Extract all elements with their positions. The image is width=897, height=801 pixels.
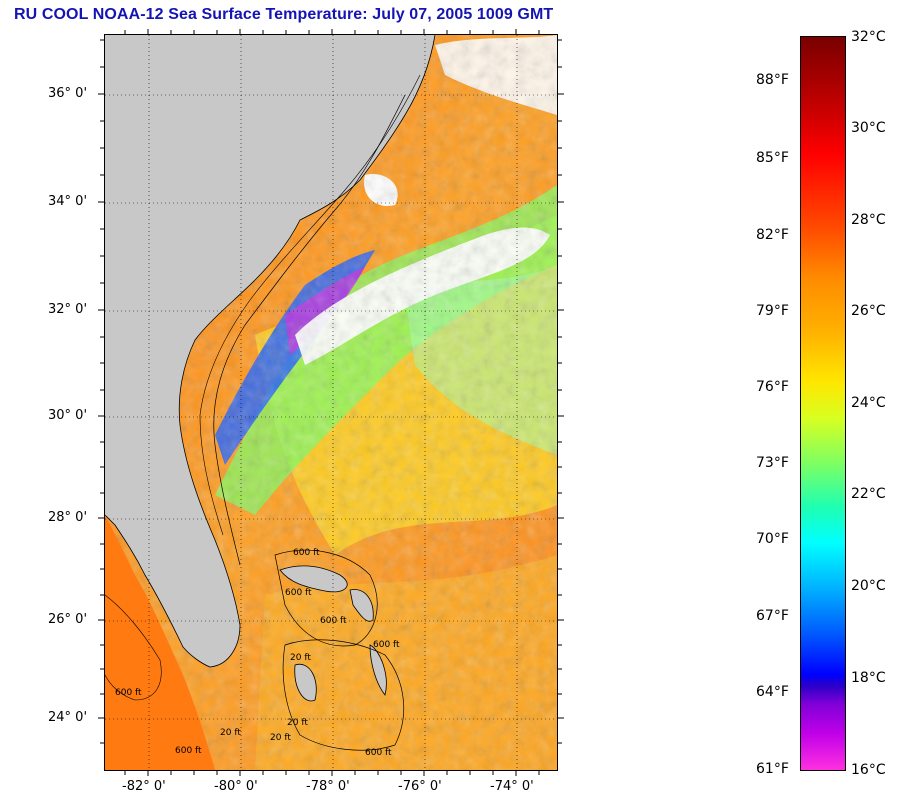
colorbar-fahrenheit-label: 73°F [756,455,789,471]
contour-label: 600 ft [175,746,202,756]
sst-map: 600 ft 600 ft 20 ft 600 ft 20 ft 600 ft … [104,34,558,771]
contour-label: 20 ft [287,718,308,728]
longitude-label: -74° 0' [490,779,534,794]
colorbar-celsius-label: 20°C [851,578,886,594]
colorbar-fahrenheit-label: 82°F [756,227,789,243]
colorbar-celsius-label: 24°C [851,395,886,411]
bahamas-island-grand [279,565,348,593]
colorbar-celsius-label: 16°C [851,762,886,778]
colorbar-fahrenheit-label: 61°F [756,761,789,777]
figure-title: RU COOL NOAA-12 Sea Surface Temperature:… [14,6,554,23]
contour-label: 600 ft [285,588,312,598]
longitude-label: -82° 0' [122,779,166,794]
colorbar-fahrenheit-label: 79°F [756,303,789,319]
colorbar-fahrenheit-label: 64°F [756,684,789,700]
longitude-label: -76° 0' [398,779,442,794]
latitude-label: 30° 0' [48,408,88,423]
contour-label: 600 ft [320,616,347,626]
latitude-label: 34° 0' [48,194,88,209]
colorbar-celsius-label: 30°C [851,120,886,136]
gulf-of-mexico-water [105,460,215,770]
colorbar-celsius-label: 22°C [851,486,886,502]
bahamas-island-abaco [349,589,374,622]
contour-label: 600 ft [293,548,320,558]
colorbar-celsius-label: 18°C [851,670,886,686]
longitude-label: -78° 0' [306,779,350,794]
longitude-label: -80° 0' [214,779,258,794]
latitude-label: 32° 0' [48,302,88,317]
graticule [105,35,557,770]
coastline [105,35,436,668]
contour-label: 20 ft [220,728,241,738]
contour-bahamas-south [282,639,405,751]
contour-20ft-shelf [199,74,421,536]
contour-gulf [105,594,162,701]
contour-label: 600 ft [365,748,392,758]
colorbar-fahrenheit-label: 70°F [756,531,789,547]
bahamas-island-andros [294,663,317,702]
colorbar-fahrenheit-label: 67°F [756,608,789,624]
latitude-label: 24° 0' [48,710,88,725]
latitude-label: 28° 0' [48,510,88,525]
contour-label: 600 ft [373,640,400,650]
temperature-colorbar [800,36,846,771]
contour-600ft-shelf [213,94,406,566]
contour-label: 20 ft [270,733,291,743]
contour-label: 600 ft [115,688,142,698]
colorbar-fahrenheit-label: 85°F [756,150,789,166]
colorbar-celsius-label: 28°C [851,212,886,228]
latitude-label: 26° 0' [48,612,88,627]
contour-label: 20 ft [290,653,311,663]
colorbar-celsius-label: 32°C [851,29,886,45]
colorbar-celsius-label: 26°C [851,303,886,319]
colorbar-fahrenheit-label: 76°F [756,379,789,395]
latitude-label: 36° 0' [48,86,88,101]
bahamas-island-eleuthera [369,644,387,696]
colorbar-fahrenheit-label: 88°F [756,72,789,88]
contour-bahamas-bank [274,549,378,647]
us-mainland-land [105,35,435,667]
